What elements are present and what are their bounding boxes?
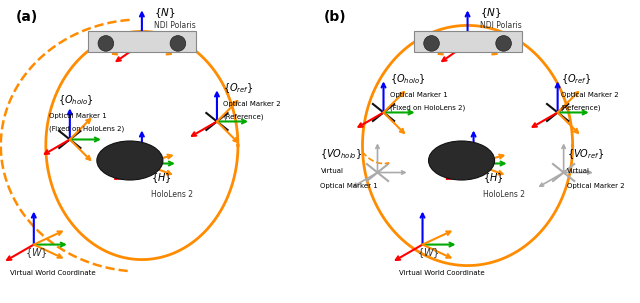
Text: $\{VO_{ref}\}$: $\{VO_{ref}\}$	[566, 148, 604, 161]
Text: (Reference): (Reference)	[561, 105, 601, 111]
Text: Optical Marker 2: Optical Marker 2	[561, 92, 618, 98]
Text: $\{O_{ref}\}$: $\{O_{ref}\}$	[223, 82, 253, 95]
Text: Optical Marker 1: Optical Marker 1	[390, 92, 447, 98]
Text: NDI Polaris: NDI Polaris	[154, 22, 196, 30]
Text: (Fixed on HoloLens 2): (Fixed on HoloLens 2)	[390, 105, 465, 111]
Circle shape	[98, 36, 114, 51]
Text: $\{O_{holo}\}$: $\{O_{holo}\}$	[390, 72, 426, 86]
Text: Virtual World Coordinate: Virtual World Coordinate	[10, 270, 95, 276]
Text: HoloLens 2: HoloLens 2	[151, 190, 193, 198]
Text: Optical Marker 1: Optical Marker 1	[321, 182, 378, 188]
Ellipse shape	[429, 141, 495, 180]
Text: $\{H\}$: $\{H\}$	[151, 171, 172, 185]
Text: (b): (b)	[323, 10, 346, 25]
Text: Virtual: Virtual	[321, 168, 344, 174]
Circle shape	[496, 36, 511, 51]
Text: Optical Marker 2: Optical Marker 2	[223, 102, 280, 108]
Text: Optical Marker 1: Optical Marker 1	[49, 114, 107, 119]
Text: NDI Polaris: NDI Polaris	[479, 22, 522, 30]
Text: $\{VO_{holo}\}$: $\{VO_{holo}\}$	[321, 148, 363, 161]
Text: Optical Marker 2: Optical Marker 2	[566, 182, 624, 188]
Text: Virtual World Coordinate: Virtual World Coordinate	[399, 270, 484, 276]
Text: HoloLens 2: HoloLens 2	[483, 190, 525, 198]
Text: $\{O_{ref}\}$: $\{O_{ref}\}$	[561, 72, 591, 86]
Circle shape	[424, 36, 439, 51]
Text: $\{N\}$: $\{N\}$	[154, 6, 175, 20]
Text: (Fixed on HoloLens 2): (Fixed on HoloLens 2)	[49, 125, 124, 132]
Text: Virtual: Virtual	[566, 168, 589, 174]
Text: $\{W\}$: $\{W\}$	[25, 247, 47, 261]
Ellipse shape	[97, 141, 163, 180]
Bar	[413, 32, 522, 52]
Text: $\{O_{holo}\}$: $\{O_{holo}\}$	[58, 94, 93, 107]
Bar	[88, 32, 196, 52]
Text: (Reference): (Reference)	[223, 114, 264, 120]
Circle shape	[170, 36, 186, 51]
Text: (a): (a)	[16, 10, 38, 25]
Text: $\{W\}$: $\{W\}$	[417, 247, 440, 261]
Text: $\{N\}$: $\{N\}$	[479, 6, 501, 20]
Text: $\{H\}$: $\{H\}$	[483, 171, 503, 185]
